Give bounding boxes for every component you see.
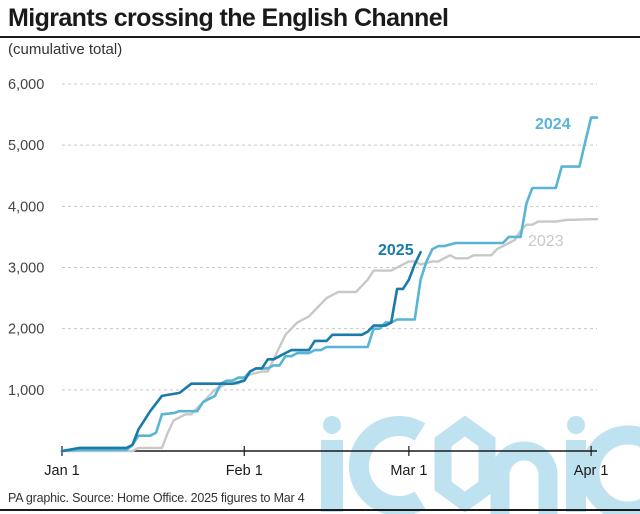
y-axis: 1,000 2,000 3,000 4,000 5,000 6,000	[8, 77, 44, 399]
chart-title: Migrants crossing the English Channel	[8, 4, 449, 32]
chart-subtitle: (cumulative total)	[8, 41, 123, 58]
title-rule	[0, 36, 640, 38]
y-tick-label: 6,000	[8, 77, 44, 93]
series-line-2025	[60, 250, 422, 453]
watermark-letter-c	[349, 416, 426, 514]
iconic-watermark	[321, 415, 640, 514]
series-line-2024	[60, 116, 599, 453]
series-label-2025: 2025	[378, 242, 414, 259]
footer-rule	[0, 509, 640, 511]
watermark-letter-o	[434, 415, 496, 513]
y-tick-label: 1,000	[8, 383, 44, 399]
y-tick-label: 5,000	[8, 138, 44, 154]
source-note: PA graphic. Source: Home Office. 2025 fi…	[8, 491, 305, 505]
x-tick-label: Feb 1	[226, 463, 263, 479]
watermark-letter-i2	[566, 440, 586, 512]
x-tick-label: Mar 1	[390, 463, 427, 479]
y-tick-label: 3,000	[8, 261, 44, 277]
series-label-2024: 2024	[535, 116, 571, 133]
x-tick-label: Apr 1	[574, 463, 609, 479]
series-line-2023	[60, 217, 599, 453]
gridlines	[62, 83, 597, 391]
y-tick-label: 2,000	[8, 322, 44, 338]
series-label-2023: 2023	[528, 233, 564, 250]
x-axis: Jan 1 Feb 1 Mar 1 Apr 1	[44, 446, 608, 479]
watermark-dot	[323, 416, 341, 434]
series-lines	[60, 116, 599, 453]
watermark-letter-i	[321, 440, 343, 512]
x-tick-label: Jan 1	[44, 463, 79, 479]
watermark-letter-n	[490, 441, 558, 514]
y-tick-label: 4,000	[8, 199, 44, 215]
watermark-dot2	[567, 416, 585, 434]
series-labels: 2023 2024 2025	[378, 116, 571, 259]
